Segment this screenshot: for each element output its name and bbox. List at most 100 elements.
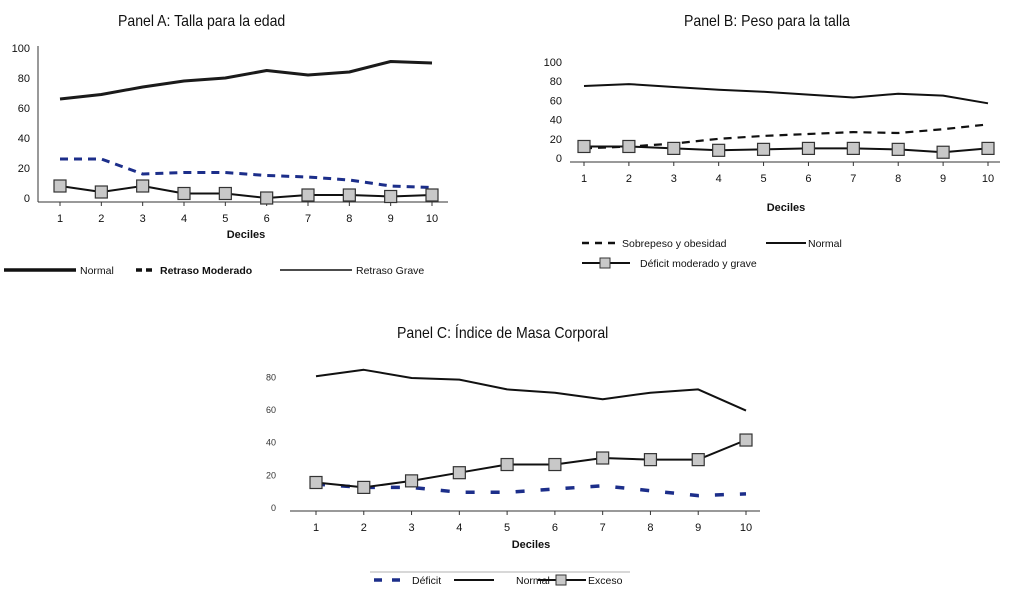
y-tick-label: 100 [12,43,30,55]
x-tick-label: 5 [760,173,766,185]
x-tick-label: 6 [805,173,811,185]
data-point [94,185,108,199]
y-tick-label: 0 [271,503,276,513]
x-tick-label: 8 [647,522,653,534]
legend-label: Normal [80,265,114,277]
data-point [425,188,439,202]
legend-label: Exceso [588,575,623,587]
x-tick-label: 4 [181,213,187,225]
x-tick-label: 9 [695,522,701,534]
panel-c-title: Panel C: Índice de Masa Corporal [397,325,609,342]
data-point [756,142,771,156]
x-tick-label: 3 [408,522,414,534]
legend-label: Sobrepeso y obesidad [622,238,727,250]
x-tick-label: 10 [982,173,994,185]
x-tick-label: 5 [504,522,510,534]
data-point [452,466,466,480]
x-tick-label: 4 [716,173,722,185]
data-point [301,188,315,202]
data-point [384,189,398,204]
y-tick-label: 60 [550,95,562,107]
panel-a-chart: 0 20 40 60 80 100 1 2 3 4 5 6 7 8 9 10 Deciles Normal Retr… [4,43,448,277]
x-tick-label: 7 [850,173,856,185]
legend-label: Normal [516,575,550,587]
legend-label: Retraso Grave [356,265,424,277]
legend-marker [555,574,567,586]
series-line-retraso-moderado [60,157,433,189]
data-point [136,179,150,193]
x-tick-label: 6 [264,213,270,225]
x-tick-label: 3 [140,213,146,225]
legend-marker [599,257,611,269]
data-point [177,186,191,201]
panel-a-title: Panel A: Talla para la edad [118,13,286,30]
series-line-normal [315,368,747,412]
data-point [981,141,995,156]
x-tick-label: 7 [600,522,606,534]
x-tick-label: 4 [456,522,462,534]
y-tick-label: 20 [266,470,276,480]
x-tick-label: 10 [740,522,752,534]
series-line-normal [583,83,989,105]
legend-label: Déficit [412,575,441,587]
y-tick-label: 60 [18,103,30,115]
legend-label: Normal [808,238,842,250]
x-axis-title: Deciles [767,202,806,214]
series-line-retraso-grave [59,185,433,199]
panel-b-title: Panel B: Peso para la talla [684,13,850,30]
x-tick-label: 9 [388,213,394,225]
data-point [622,139,636,154]
y-tick-label: 20 [18,163,30,175]
x-tick-label: 1 [57,213,63,225]
y-tick-label: 100 [544,57,562,69]
data-point [691,453,705,467]
data-point [596,451,610,465]
data-point [342,188,356,202]
y-tick-label: 40 [266,438,276,448]
x-tick-label: 2 [361,522,367,534]
series-line-normal [59,60,433,101]
data-point [309,475,323,490]
x-tick-label: 7 [305,213,311,225]
data-point [577,139,591,154]
data-point [739,433,753,447]
x-tick-label: 1 [313,522,319,534]
y-tick-label: 0 [556,153,562,165]
data-point [218,186,232,201]
data-point [936,145,950,159]
data-point [643,453,658,467]
x-tick-label: 2 [98,213,104,225]
data-point [357,480,371,494]
y-tick-label: 80 [266,372,276,382]
x-tick-label: 5 [222,213,228,225]
y-tick-label: 40 [550,115,562,127]
y-tick-label: 60 [266,405,276,415]
series-line-d-ficit-moderado-y-grave [584,145,989,154]
y-tick-label: 80 [18,73,30,85]
data-point [712,143,726,157]
data-point [53,179,67,193]
x-tick-label: 6 [552,522,558,534]
y-tick-label: 40 [18,133,30,145]
legend-label: Déficit moderado y grave [640,258,757,270]
data-point [667,141,681,156]
x-tick-label: 1 [581,173,587,185]
data-point [260,191,274,205]
data-point [891,142,905,156]
x-tick-label: 10 [426,213,438,225]
data-point [846,141,860,156]
data-point [404,474,419,488]
x-axis-title: Deciles [227,229,266,241]
x-tick-label: 3 [671,173,677,185]
y-tick-label: 0 [24,193,30,205]
series-line-exceso [315,439,747,489]
panel-b-chart: 0 20 40 60 80 100 1 2 3 4 5 6 7 8 9 10 Deciles Sobrepeso … [544,57,1000,270]
y-tick-label: 80 [550,76,562,88]
x-tick-label: 8 [346,213,352,225]
data-point [548,457,562,472]
legend-label: Retraso Moderado [160,265,252,277]
x-axis-title: Deciles [512,539,551,551]
data-point [801,141,816,156]
x-tick-label: 9 [940,173,946,185]
x-tick-label: 2 [626,173,632,185]
